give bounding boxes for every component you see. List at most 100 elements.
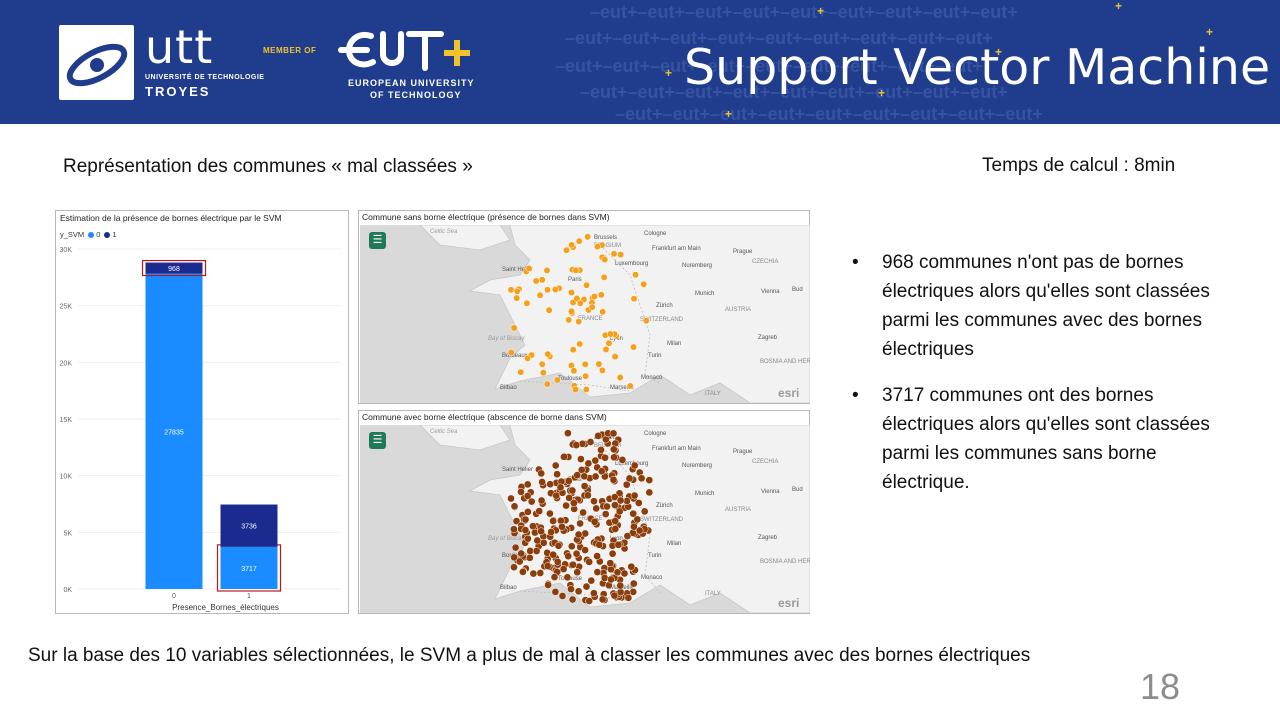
commune-marker[interactable] xyxy=(620,569,629,578)
commune-marker[interactable] xyxy=(600,574,609,582)
map-panel-with-borne[interactable]: Commune avec borne électrique (abscence … xyxy=(358,410,810,614)
commune-marker[interactable] xyxy=(645,476,654,484)
commune-marker[interactable] xyxy=(543,266,551,274)
commune-marker[interactable] xyxy=(510,553,519,562)
commune-marker[interactable] xyxy=(582,385,590,393)
commune-marker[interactable] xyxy=(626,382,634,390)
commune-marker[interactable] xyxy=(588,303,596,311)
commune-marker[interactable] xyxy=(586,438,595,446)
commune-marker[interactable] xyxy=(573,471,582,479)
commune-marker[interactable] xyxy=(590,589,598,598)
commune-marker[interactable] xyxy=(556,483,565,492)
commune-marker[interactable] xyxy=(537,527,545,536)
commune-marker[interactable] xyxy=(517,549,526,558)
commune-marker[interactable] xyxy=(533,536,542,545)
commune-marker[interactable] xyxy=(609,475,618,484)
commune-marker[interactable] xyxy=(544,286,551,294)
commune-marker[interactable] xyxy=(603,502,611,511)
commune-marker[interactable] xyxy=(531,528,539,537)
commune-marker[interactable] xyxy=(513,294,521,302)
commune-marker[interactable] xyxy=(594,432,602,440)
commune-marker[interactable] xyxy=(535,507,544,515)
commune-marker[interactable] xyxy=(567,585,575,593)
commune-marker[interactable] xyxy=(595,540,604,549)
layers-button[interactable]: ☰ xyxy=(369,432,386,449)
commune-marker[interactable] xyxy=(617,251,625,259)
commune-marker[interactable] xyxy=(523,480,532,489)
commune-marker[interactable] xyxy=(529,522,537,531)
commune-marker[interactable] xyxy=(559,565,568,573)
commune-marker[interactable] xyxy=(568,289,575,297)
commune-marker[interactable] xyxy=(630,295,638,303)
commune-marker[interactable] xyxy=(576,299,584,307)
commune-marker[interactable] xyxy=(610,250,618,258)
commune-marker[interactable] xyxy=(598,595,607,604)
commune-marker[interactable] xyxy=(640,507,649,516)
commune-marker[interactable] xyxy=(645,488,654,497)
commune-marker[interactable] xyxy=(580,482,589,490)
commune-marker[interactable] xyxy=(517,488,525,496)
commune-marker[interactable] xyxy=(597,446,605,454)
commune-marker[interactable] xyxy=(610,453,618,462)
commune-marker[interactable] xyxy=(624,594,633,602)
commune-marker[interactable] xyxy=(608,549,617,558)
commune-marker[interactable] xyxy=(549,550,558,559)
commune-marker[interactable] xyxy=(579,508,587,517)
commune-marker[interactable] xyxy=(627,562,636,571)
commune-marker[interactable] xyxy=(569,560,577,569)
commune-marker[interactable] xyxy=(625,474,634,483)
commune-marker[interactable] xyxy=(565,494,573,502)
bar-segment[interactable] xyxy=(220,546,278,589)
commune-marker[interactable] xyxy=(510,563,518,572)
commune-marker[interactable] xyxy=(529,569,538,578)
commune-marker[interactable] xyxy=(581,360,589,368)
commune-marker[interactable] xyxy=(551,286,559,293)
commune-marker[interactable] xyxy=(512,517,521,525)
commune-marker[interactable] xyxy=(602,346,610,353)
commune-marker[interactable] xyxy=(601,510,610,518)
commune-marker[interactable] xyxy=(543,380,551,388)
commune-marker[interactable] xyxy=(572,549,581,558)
commune-marker[interactable] xyxy=(565,316,573,324)
commune-marker[interactable] xyxy=(599,308,607,316)
commune-marker[interactable] xyxy=(585,597,594,605)
commune-marker[interactable] xyxy=(630,491,639,500)
commune-marker[interactable] xyxy=(538,276,546,284)
commune-marker[interactable] xyxy=(564,552,573,561)
commune-marker[interactable] xyxy=(552,491,561,500)
commune-marker[interactable] xyxy=(549,517,557,525)
commune-marker[interactable] xyxy=(581,546,589,554)
commune-marker[interactable] xyxy=(521,515,530,524)
commune-marker[interactable] xyxy=(635,526,644,535)
commune-marker[interactable] xyxy=(574,587,583,596)
commune-marker[interactable] xyxy=(511,543,520,552)
commune-marker[interactable] xyxy=(564,429,572,438)
commune-marker[interactable] xyxy=(632,271,639,279)
commune-marker[interactable] xyxy=(593,552,601,560)
commune-marker[interactable] xyxy=(570,499,578,507)
commune-marker[interactable] xyxy=(609,445,618,454)
commune-marker[interactable] xyxy=(611,525,620,533)
commune-marker[interactable] xyxy=(630,461,639,470)
commune-marker[interactable] xyxy=(587,576,596,585)
commune-marker[interactable] xyxy=(585,558,594,566)
commune-marker[interactable] xyxy=(510,525,518,534)
commune-marker[interactable] xyxy=(543,562,552,570)
commune-marker[interactable] xyxy=(640,280,648,288)
commune-marker[interactable] xyxy=(538,360,546,368)
commune-marker[interactable] xyxy=(590,293,598,300)
commune-marker[interactable] xyxy=(563,573,572,582)
commune-marker[interactable] xyxy=(517,368,525,376)
commune-marker[interactable] xyxy=(562,501,570,510)
commune-marker[interactable] xyxy=(606,559,615,568)
commune-marker[interactable] xyxy=(583,281,591,289)
commune-marker[interactable] xyxy=(614,540,623,549)
commune-marker[interactable] xyxy=(571,386,579,393)
commune-marker[interactable] xyxy=(574,530,583,539)
commune-marker[interactable] xyxy=(616,581,625,590)
commune-marker[interactable] xyxy=(563,246,570,254)
commune-marker[interactable] xyxy=(513,287,521,295)
commune-marker[interactable] xyxy=(521,526,530,534)
commune-marker[interactable] xyxy=(546,480,555,489)
commune-marker[interactable] xyxy=(515,557,524,566)
